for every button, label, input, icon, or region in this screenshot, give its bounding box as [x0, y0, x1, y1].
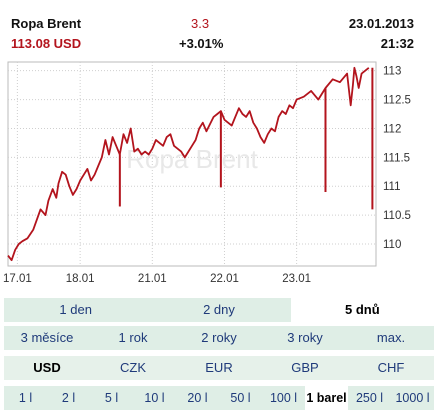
price-chart: 110 110.5 111 111.5 112 112.5 113 17.01 18.01 21.… — [3, 61, 411, 285]
y-tick-label: 112 — [383, 123, 401, 135]
range-tab-4[interactable]: max. — [348, 326, 434, 350]
currency-tab-1[interactable]: CZK — [90, 356, 176, 380]
unit-tab-3[interactable]: 10 l — [133, 386, 176, 410]
currency-tab-4[interactable]: CHF — [348, 356, 434, 380]
period-tab-0[interactable]: 1 den — [4, 298, 148, 322]
y-tick-label: 113 — [383, 66, 401, 78]
unit-tab-9[interactable]: 1000 l — [391, 386, 434, 410]
chart-watermark: Ropa Brent — [126, 144, 258, 174]
currency-tab-3[interactable]: GBP — [262, 356, 348, 380]
range-tab-2[interactable]: 2 roky — [176, 326, 262, 350]
quote-date: 23.01.2013 — [348, 16, 414, 31]
range-tab-1[interactable]: 1 rok — [90, 326, 176, 350]
y-tick-label: 110 — [383, 239, 401, 251]
price-change-percent: +3.01% — [179, 36, 224, 51]
current-price: 113.08 USD — [11, 36, 82, 51]
x-tick-label: 17.01 — [3, 273, 32, 285]
unit-tab-7[interactable]: 1 barel — [305, 386, 348, 410]
period-tab-1[interactable]: 2 dny — [147, 298, 291, 322]
quote-time: 21:32 — [380, 36, 414, 51]
unit-tab-1[interactable]: 2 l — [47, 386, 90, 410]
price-series-line — [7, 66, 370, 262]
x-tick-label: 23.01 — [282, 273, 311, 285]
period-tab-2[interactable]: 5 dnů — [290, 298, 434, 322]
range-tab-0[interactable]: 3 měsíce — [4, 326, 90, 350]
quote-header: Ropa Brent 113.08 USD 3.3 +3.01% 23.01.2… — [0, 0, 438, 56]
unit-tab-4[interactable]: 20 l — [176, 386, 219, 410]
currency-tab-2[interactable]: EUR — [176, 356, 262, 380]
currency-tab-0[interactable]: USD — [4, 356, 90, 380]
range-selector: 3 měsíce 1 rok 2 roky 3 roky max. — [4, 326, 434, 350]
unit-tab-0[interactable]: 1 l — [4, 386, 47, 410]
range-tab-3[interactable]: 3 roky — [262, 326, 348, 350]
unit-tab-2[interactable]: 5 l — [90, 386, 133, 410]
currency-selector: USD CZK EUR GBP CHF — [4, 356, 434, 380]
y-tick-label: 112.5 — [383, 95, 411, 107]
price-change: 3.3 — [191, 16, 210, 31]
x-tick-label: 18.01 — [66, 273, 95, 285]
y-tick-label: 111 — [383, 181, 400, 193]
period-selector: 1 den 2 dny 5 dnů — [4, 298, 434, 322]
x-tick-label: 21.01 — [138, 273, 167, 285]
y-tick-label: 110.5 — [383, 210, 411, 222]
x-tick-label: 22.01 — [210, 273, 239, 285]
unit-tab-8[interactable]: 250 l — [348, 386, 391, 410]
y-tick-label: 111.5 — [383, 152, 410, 164]
unit-tab-5[interactable]: 50 l — [219, 386, 262, 410]
instrument-name: Ropa Brent — [11, 16, 82, 31]
unit-tab-6[interactable]: 100 l — [262, 386, 305, 410]
